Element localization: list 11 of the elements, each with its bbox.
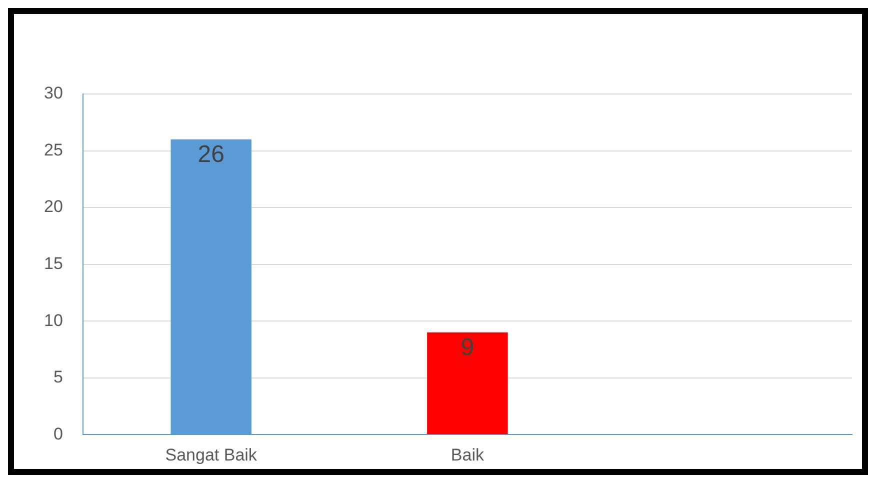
x-tick-label: Sangat Baik	[165, 445, 258, 464]
y-tick-label: 5	[53, 368, 63, 387]
x-tick-label: Baik	[450, 445, 484, 464]
y-tick-label: 10	[44, 310, 63, 330]
y-tick-label: 25	[44, 140, 63, 160]
y-tick-label: 20	[44, 197, 63, 216]
y-tick-label: 0	[53, 424, 63, 444]
y-tick-label: 15	[44, 254, 63, 273]
y-tick-label: 30	[44, 84, 63, 103]
data-label: 26	[198, 141, 224, 168]
data-label: 9	[460, 334, 474, 362]
